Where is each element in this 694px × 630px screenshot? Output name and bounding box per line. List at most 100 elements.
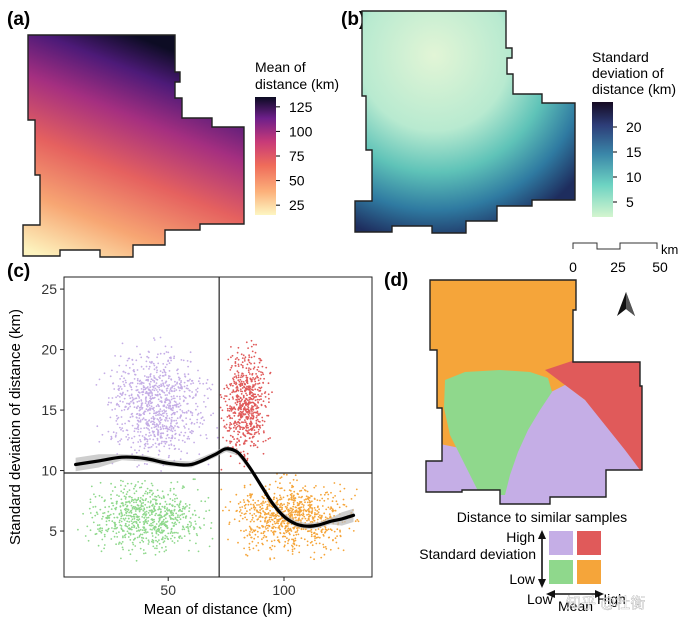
scatter-point [321, 505, 324, 507]
scatter-point [267, 438, 270, 440]
scatter-point [233, 376, 236, 378]
scatter-point [248, 361, 251, 364]
scatter-point [163, 445, 166, 448]
scatter-point [172, 395, 175, 397]
scatter-point [262, 400, 265, 403]
scatter-point [238, 412, 241, 415]
scatter-point [151, 423, 154, 426]
scatter-point [119, 385, 122, 388]
scatter-point [179, 501, 182, 504]
scatter-point [120, 520, 123, 523]
scatter-point [127, 517, 130, 520]
scatter-point [168, 370, 171, 372]
scatter-point [229, 416, 232, 419]
scatter-point [120, 438, 123, 440]
scatter-point [267, 414, 270, 417]
scatter-point [260, 398, 262, 401]
scatter-point [290, 496, 293, 499]
scatter-point [240, 374, 243, 377]
scatter-point [197, 369, 199, 372]
scatter-point [253, 362, 256, 365]
scatter-point [249, 418, 252, 420]
scatter-point [244, 421, 247, 424]
scatter-point [287, 527, 290, 530]
scatter-point [241, 365, 244, 367]
scatter-point [145, 360, 148, 363]
scatter-point [119, 378, 121, 380]
scatter-point [201, 423, 204, 425]
scatter-point [130, 512, 133, 514]
scatter-point [252, 367, 255, 370]
scatter-point [127, 433, 129, 436]
scatter-point [117, 543, 120, 545]
scatter-point [126, 514, 128, 517]
scatter-point [111, 520, 114, 523]
scatter-point [151, 519, 154, 522]
scatter-point [236, 400, 239, 402]
scatter-point [262, 430, 265, 432]
scatter-point [156, 528, 159, 531]
scatter-point [248, 533, 251, 535]
legend-a-title-line1: Mean of [255, 59, 306, 75]
scatter-point [319, 499, 321, 502]
scatter-point [140, 504, 143, 506]
scatter-point [148, 404, 151, 407]
scatter-point [170, 509, 173, 512]
scatter-point [188, 549, 190, 552]
legend-high-label: High [506, 529, 535, 545]
scatter-point [136, 378, 139, 380]
scatter-point [118, 495, 120, 497]
scatter-point [254, 507, 257, 509]
scatter-point [245, 341, 248, 344]
scatter-point [180, 510, 183, 512]
scatter-point [296, 531, 298, 533]
scatter-point [164, 442, 167, 445]
scatter-point [281, 504, 284, 507]
legend-cell-green [549, 560, 573, 584]
scatter-point [273, 517, 276, 520]
scatter-point [251, 372, 254, 375]
scatter-point [163, 497, 165, 499]
scatter-point [264, 485, 267, 488]
scatter-point [110, 401, 112, 404]
scatter-point [210, 522, 213, 524]
scatter-point [255, 431, 258, 434]
scatter-point [241, 390, 244, 393]
scatter-point [254, 388, 257, 391]
scatter-point [146, 492, 149, 494]
scatter-point [118, 396, 121, 398]
scatter-point [166, 527, 169, 530]
scatter-point [303, 489, 306, 491]
scatter-point [236, 401, 239, 404]
scatter-point [261, 495, 264, 498]
scatter-point [306, 501, 309, 504]
scatter-point [240, 408, 243, 411]
scatter-point [133, 378, 136, 380]
scatter-point [165, 406, 168, 409]
scatter-point [145, 490, 147, 493]
scatter-point [234, 361, 237, 363]
scatter-point [303, 515, 306, 518]
scatter-point [147, 520, 150, 522]
scatter-point [110, 493, 112, 496]
scatter-point [173, 355, 176, 358]
scatter-point [172, 512, 175, 515]
scatter-point [197, 412, 200, 415]
scatter-point [203, 401, 205, 403]
scatter-point [248, 367, 250, 369]
scatter-point [269, 483, 271, 486]
scatter-point [232, 398, 235, 400]
scatter-point [254, 383, 257, 385]
scatter-point [275, 502, 277, 504]
scatter-point [339, 530, 341, 533]
scatter-point [165, 351, 168, 353]
scatter-point [155, 499, 157, 502]
scatter-point [285, 473, 288, 476]
scatter-point [158, 376, 160, 378]
scatter-point [171, 532, 174, 534]
scatter-point [139, 486, 141, 489]
scatter-point [164, 366, 167, 369]
scatter-point [322, 533, 325, 536]
scatter-point [200, 417, 203, 420]
scatter-point [244, 403, 247, 406]
